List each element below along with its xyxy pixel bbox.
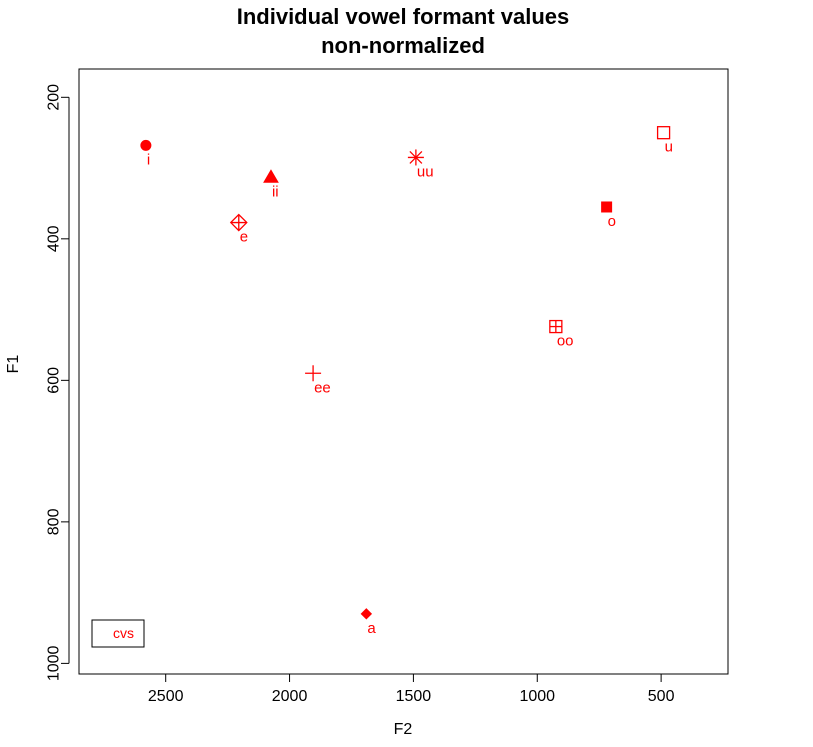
point-label-oo: oo bbox=[557, 333, 574, 350]
data-point-i: i bbox=[140, 139, 152, 168]
legend: cvs bbox=[91, 619, 145, 648]
point-label-o: o bbox=[608, 213, 616, 230]
y-tick-label: 1000 bbox=[46, 645, 63, 681]
y-tick-label: 200 bbox=[46, 84, 63, 111]
data-point-a: a bbox=[360, 608, 376, 637]
chart-title: Individual vowel formant values bbox=[237, 4, 570, 29]
data-point-oo: oo bbox=[549, 319, 574, 350]
point-label-e: e bbox=[240, 229, 248, 246]
y-axis-label: F1 bbox=[5, 355, 22, 374]
y-axis: 200 400 600 800 1000 bbox=[46, 84, 70, 681]
data-point-ee: ee bbox=[305, 365, 331, 396]
data-point-u: u bbox=[656, 126, 673, 156]
point-label-ee: ee bbox=[314, 379, 331, 396]
legend-box bbox=[91, 619, 145, 648]
plot-frame bbox=[78, 68, 729, 675]
x-axis-label: F2 bbox=[394, 721, 413, 738]
x-tick-label: 500 bbox=[648, 688, 675, 705]
x-axis: 2500 2000 1500 1000 500 bbox=[148, 673, 675, 705]
point-label-uu: uu bbox=[417, 163, 434, 180]
x-tick-label: 1000 bbox=[519, 688, 555, 705]
point-label-i: i bbox=[147, 151, 150, 168]
y-tick-label: 600 bbox=[46, 367, 63, 394]
x-tick-label: 2000 bbox=[272, 688, 308, 705]
data-point-ii: ii bbox=[263, 169, 279, 200]
y-tick-label: 800 bbox=[46, 508, 63, 535]
point-label-ii: ii bbox=[272, 183, 279, 200]
data-point-uu: uu bbox=[407, 149, 434, 180]
chart-subtitle: non-normalized bbox=[321, 33, 485, 58]
data-point-o: o bbox=[601, 201, 616, 230]
y-tick-label: 400 bbox=[46, 225, 63, 252]
x-tick-label: 2500 bbox=[148, 688, 184, 705]
legend-entry-cvs: cvs bbox=[113, 625, 134, 641]
point-label-u: u bbox=[665, 139, 673, 156]
data-point-e: e bbox=[229, 213, 248, 246]
x-tick-label: 1500 bbox=[396, 688, 432, 705]
point-label-a: a bbox=[367, 620, 376, 637]
